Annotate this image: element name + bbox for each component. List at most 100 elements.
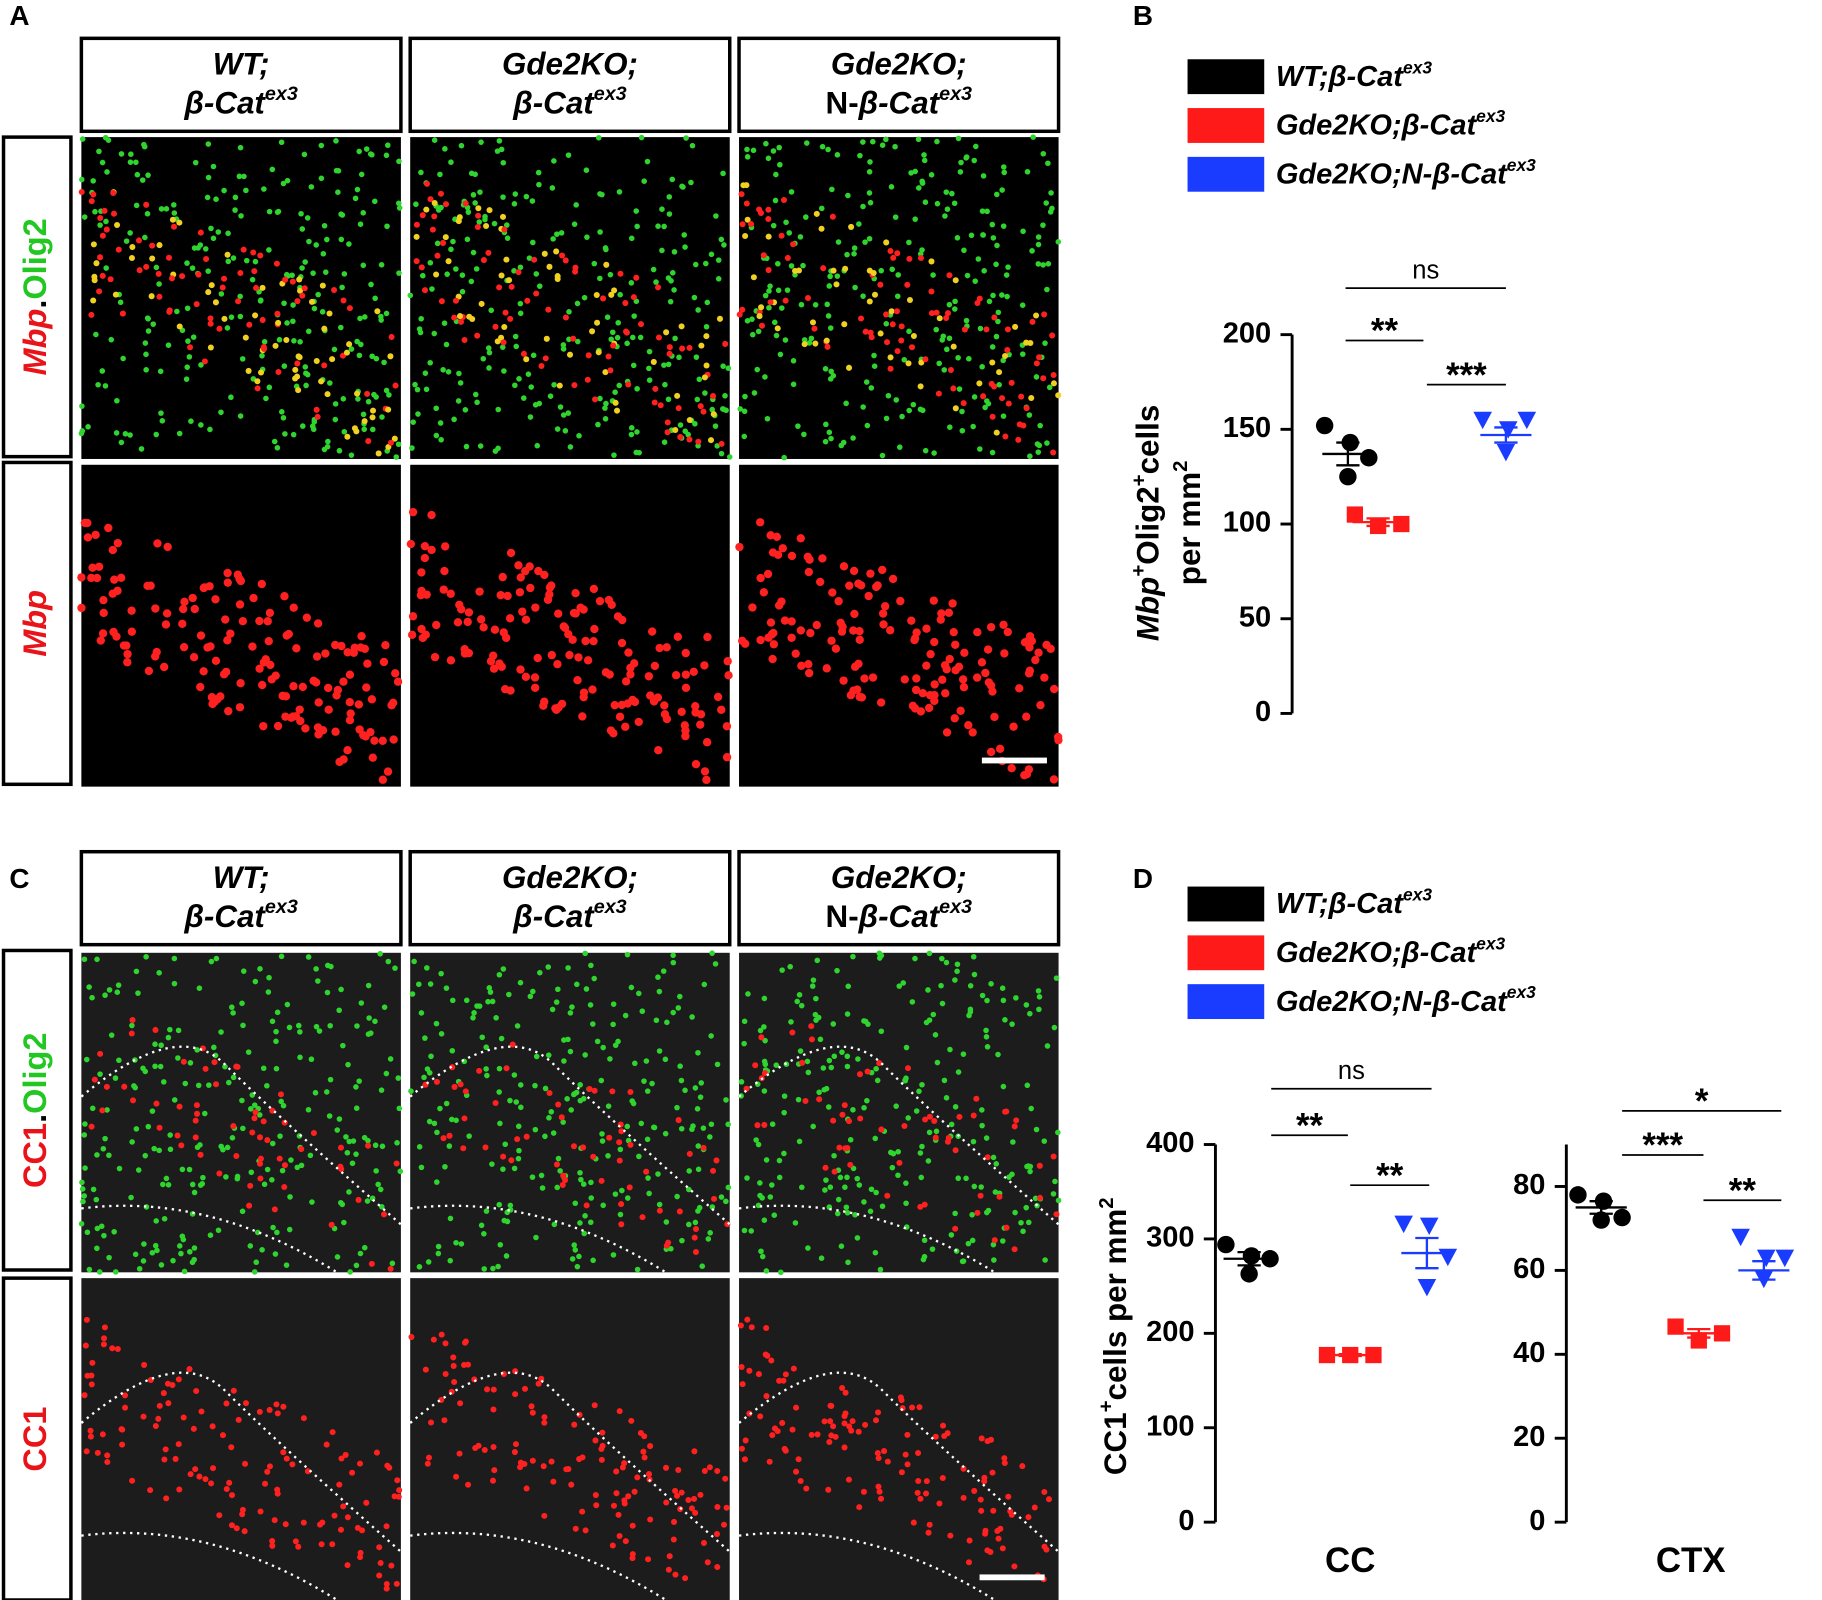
cell — [700, 661, 709, 670]
cell — [763, 1157, 770, 1163]
cell — [678, 1489, 685, 1496]
cell — [480, 355, 487, 362]
cell — [906, 255, 913, 262]
cell — [787, 617, 796, 626]
cell — [278, 1098, 284, 1105]
cell — [479, 1034, 486, 1041]
cell — [156, 1402, 163, 1409]
cell — [246, 1202, 253, 1209]
cell — [414, 386, 421, 393]
cell — [993, 191, 1000, 198]
cell — [313, 1023, 320, 1030]
cell — [628, 425, 635, 431]
cell — [639, 1008, 646, 1015]
cell — [277, 1091, 285, 1098]
cell — [907, 616, 916, 625]
cell — [266, 660, 275, 670]
cell — [941, 689, 950, 698]
legend-swatch — [1187, 59, 1265, 95]
cell — [429, 286, 435, 292]
cell — [387, 701, 396, 710]
cell — [113, 430, 120, 436]
cell — [114, 989, 121, 995]
cell — [795, 423, 801, 429]
cell — [825, 313, 832, 319]
cell — [139, 177, 146, 183]
cell — [879, 452, 886, 459]
legend-label: Gde2KO;β-Catex3 — [1276, 933, 1506, 969]
cell — [679, 1237, 685, 1244]
cell — [663, 329, 670, 336]
cell — [274, 1229, 280, 1236]
cell — [178, 619, 187, 629]
cell — [356, 1078, 362, 1084]
cell — [767, 283, 773, 289]
cell — [339, 677, 348, 686]
y-tick-label: 60 — [1513, 1253, 1545, 1285]
cell — [491, 1467, 498, 1474]
cell — [475, 1442, 482, 1449]
cell — [712, 423, 719, 429]
cell — [590, 624, 599, 634]
cell — [983, 1135, 990, 1141]
cell — [81, 956, 88, 963]
cell — [768, 654, 777, 664]
cell — [197, 229, 204, 236]
cell — [950, 385, 957, 392]
region-outline — [738, 1371, 1060, 1553]
cell — [571, 1421, 578, 1428]
cell — [899, 1405, 906, 1412]
cell — [323, 1441, 330, 1448]
cell — [855, 1056, 861, 1062]
cell — [714, 1468, 721, 1475]
cell — [195, 1082, 202, 1089]
cell — [472, 391, 479, 398]
cell — [651, 399, 658, 406]
cell — [797, 661, 806, 671]
cell — [210, 1465, 217, 1472]
cell — [925, 1529, 932, 1536]
cell — [188, 418, 194, 424]
cell — [321, 446, 328, 453]
cell — [335, 189, 341, 195]
cell — [507, 315, 514, 322]
cell — [951, 200, 958, 207]
cell — [396, 270, 402, 276]
cell — [372, 1018, 378, 1025]
cell — [389, 735, 398, 744]
cell — [751, 390, 758, 396]
cell — [551, 381, 557, 388]
cell — [646, 348, 653, 355]
cell — [171, 202, 177, 208]
cell — [664, 1019, 670, 1026]
cell — [910, 704, 920, 713]
cell — [629, 334, 636, 341]
cell — [956, 706, 965, 715]
cell — [780, 196, 787, 204]
cell — [748, 1228, 755, 1234]
cell — [223, 568, 232, 578]
cell — [974, 300, 981, 307]
cell — [530, 988, 536, 995]
y-axis-label: Mbp+Olig2+cells — [1129, 405, 1166, 641]
cell — [977, 1496, 984, 1503]
error-bar — [1752, 1260, 1776, 1281]
cell — [715, 257, 722, 263]
cell — [192, 159, 199, 166]
cell — [156, 281, 162, 287]
cell — [474, 399, 480, 406]
cell — [845, 581, 854, 590]
cell — [289, 603, 298, 612]
cell — [273, 1028, 279, 1035]
cell — [489, 1161, 495, 1167]
cell — [198, 422, 204, 428]
cell — [739, 306, 746, 313]
cell — [235, 298, 242, 305]
cell — [634, 385, 640, 392]
cell — [1005, 400, 1012, 407]
cell — [175, 1441, 182, 1448]
cell — [239, 1097, 245, 1104]
cell — [926, 950, 933, 957]
cell — [959, 427, 966, 434]
cell — [860, 139, 866, 145]
